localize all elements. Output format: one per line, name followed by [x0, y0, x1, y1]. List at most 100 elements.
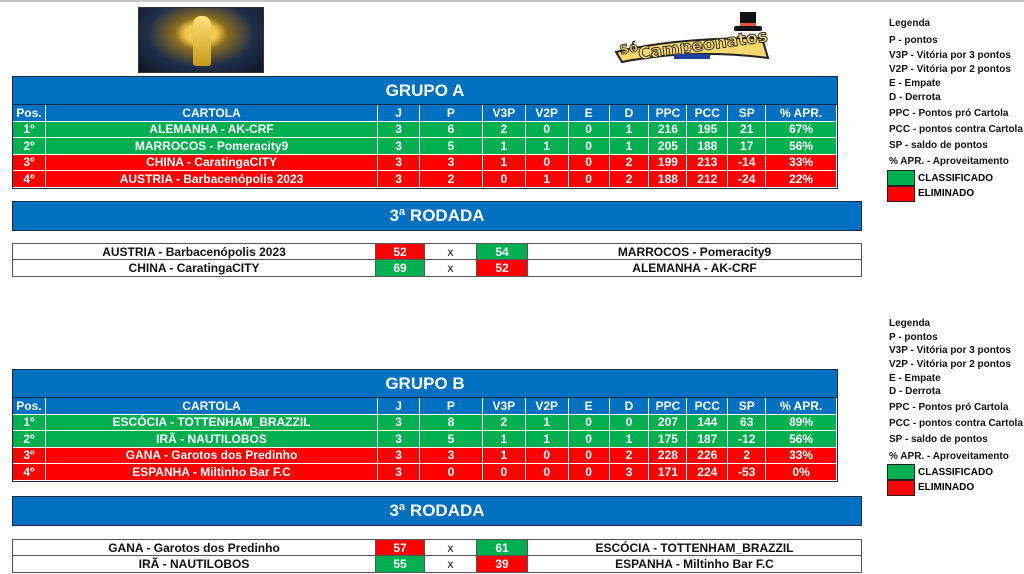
- column-header[interactable]: SP: [728, 105, 767, 122]
- standings-row: 2º MARROCOS - Pomeracity9 3 5 1 1 0 1 205 188 17 56…: [13, 138, 837, 155]
- legend-item: P - pontos: [889, 332, 938, 343]
- stat-cell: 3: [609, 464, 650, 481]
- team-name: ALEMANHA - AK-CRF: [45, 121, 379, 138]
- stat-cell: 0: [568, 447, 610, 464]
- home-team: CHINA - CaratingaCITY: [13, 260, 376, 276]
- stat-cell: 216: [649, 121, 688, 138]
- stat-cell: 2º: [13, 138, 46, 155]
- match-row: IRÃ - NAUTILOBOS 55 x 39 ESPANHA - Miltinho …: [13, 556, 861, 572]
- legend-item: PPC - Pontos pró Cartola: [889, 108, 1009, 119]
- standings-row: 1º ESCÓCIA - TOTTENHAM_BRAZZIL 3 8 2 1 0 0 207 14…: [13, 414, 837, 431]
- stat-cell: 33%: [766, 154, 837, 171]
- stat-cell: 2º: [13, 431, 46, 448]
- classificado-label: CLASSIFICADO: [918, 467, 993, 478]
- standings-row: 1º ALEMANHA - AK-CRF 3 6 2 0 0 1 216 195 21 67%: [13, 121, 837, 138]
- eliminado-label: ELIMINADO: [918, 188, 975, 199]
- stat-cell: 1: [482, 138, 526, 155]
- column-header[interactable]: D: [609, 398, 650, 415]
- home-score: 69: [376, 260, 425, 276]
- stat-cell: 21: [728, 121, 767, 138]
- column-header[interactable]: P: [420, 105, 483, 122]
- stat-cell: 3: [378, 414, 421, 431]
- stat-cell: 3: [378, 464, 421, 481]
- home-score: 55: [376, 556, 425, 572]
- legend-item: P - pontos: [889, 35, 938, 46]
- stat-cell: 187: [687, 431, 729, 448]
- stat-cell: 2: [482, 121, 526, 138]
- legend-title: Legenda: [889, 318, 931, 329]
- stat-cell: 207: [649, 414, 688, 431]
- team-name: IRÃ - NAUTILOBOS: [45, 431, 379, 448]
- column-header[interactable]: Pos.: [13, 105, 46, 122]
- legend-item: SP - saldo de pontos: [889, 434, 988, 445]
- svg-text:Só: Só: [618, 40, 639, 58]
- standings-table: Pos. CARTOLA J P V3P V2P E D PPC PCC SP% APR. 1º ALE…: [12, 104, 838, 189]
- stat-cell: 0: [420, 464, 483, 481]
- stat-cell: 1: [482, 447, 526, 464]
- match-row: GANA - Garotos dos Predinho 57 x 61 ESCÓCIA …: [13, 540, 861, 556]
- away-team: ESCÓCIA - TOTTENHAM_BRAZZIL: [595, 540, 794, 555]
- column-header[interactable]: % APR.: [766, 398, 837, 415]
- legend-item: E - Empate: [889, 78, 941, 89]
- stat-cell: 3: [378, 447, 421, 464]
- legend-item: PCC - pontos contra Cartola: [889, 418, 1023, 429]
- window-top-border: [0, 0, 1024, 2]
- stat-cell: 22%: [766, 171, 837, 188]
- stat-cell: 0: [568, 171, 610, 188]
- away-team: ESPANHA - Miltinho Bar F.C: [615, 557, 774, 571]
- stat-cell: 1: [525, 414, 569, 431]
- away-team: ALEMANHA - AK-CRF: [632, 261, 757, 275]
- standings-row: 3º CHINA - CaratingaCITY 3 3 1 0 0 2 199 213 -14 33…: [13, 154, 837, 171]
- stat-cell: 144: [687, 414, 729, 431]
- stat-cell: -14: [728, 154, 767, 171]
- column-header[interactable]: PPC: [649, 398, 688, 415]
- stat-cell: 2: [609, 447, 650, 464]
- home-score: 52: [376, 244, 425, 259]
- column-header[interactable]: % APR.: [766, 105, 837, 122]
- column-header[interactable]: Pos.: [13, 398, 46, 415]
- stat-cell: 2: [609, 154, 650, 171]
- stat-cell: 226: [687, 447, 729, 464]
- stat-cell: 213: [687, 154, 729, 171]
- column-header[interactable]: SP: [728, 398, 767, 415]
- column-header[interactable]: V2P: [525, 398, 569, 415]
- standings-table: Pos. CARTOLA J P V3P V2P E D PPC PCC SP% APR. 1º ESC…: [12, 397, 838, 482]
- stat-cell: 2: [728, 447, 767, 464]
- home-team: GANA - Garotos dos Predinho: [13, 540, 376, 555]
- stat-cell: 8: [420, 414, 483, 431]
- column-header[interactable]: D: [609, 105, 650, 122]
- home-team: AUSTRIA - Barbacenópolis 2023: [13, 244, 376, 259]
- column-header[interactable]: E: [568, 398, 610, 415]
- column-header[interactable]: P: [420, 398, 483, 415]
- eliminado-swatch: [887, 480, 915, 496]
- column-header[interactable]: PPC: [649, 105, 688, 122]
- column-header[interactable]: J: [378, 398, 421, 415]
- stat-cell: 2: [420, 171, 483, 188]
- column-header[interactable]: CARTOLA: [45, 105, 379, 122]
- column-header[interactable]: J: [378, 105, 421, 122]
- stat-cell: 0: [525, 447, 569, 464]
- stat-cell: 0: [568, 154, 610, 171]
- column-header[interactable]: PCC: [687, 105, 729, 122]
- column-header[interactable]: E: [568, 105, 610, 122]
- stat-cell: 228: [649, 447, 688, 464]
- stat-cell: 3: [378, 154, 421, 171]
- stat-cell: 0: [568, 138, 610, 155]
- matches-table: GANA - Garotos dos Predinho 57 x 61 ESCÓCIA …: [12, 539, 862, 573]
- column-header[interactable]: V3P: [482, 398, 526, 415]
- stat-cell: 1: [525, 138, 569, 155]
- team-name: GANA - Garotos dos Predinho: [45, 447, 379, 464]
- stat-cell: 1: [482, 154, 526, 171]
- column-header[interactable]: PCC: [687, 398, 729, 415]
- stat-cell: 67%: [766, 121, 837, 138]
- stat-cell: 0: [525, 154, 569, 171]
- stat-cell: 2: [482, 414, 526, 431]
- stat-cell: 56%: [766, 431, 837, 448]
- stat-cell: 3: [378, 138, 421, 155]
- column-header[interactable]: V3P: [482, 105, 526, 122]
- team-name: AUSTRIA - Barbacenópolis 2023: [45, 171, 379, 188]
- column-header[interactable]: V2P: [525, 105, 569, 122]
- stat-cell: -24: [728, 171, 767, 188]
- column-header[interactable]: CARTOLA: [45, 398, 379, 415]
- stat-cell: 1: [482, 431, 526, 448]
